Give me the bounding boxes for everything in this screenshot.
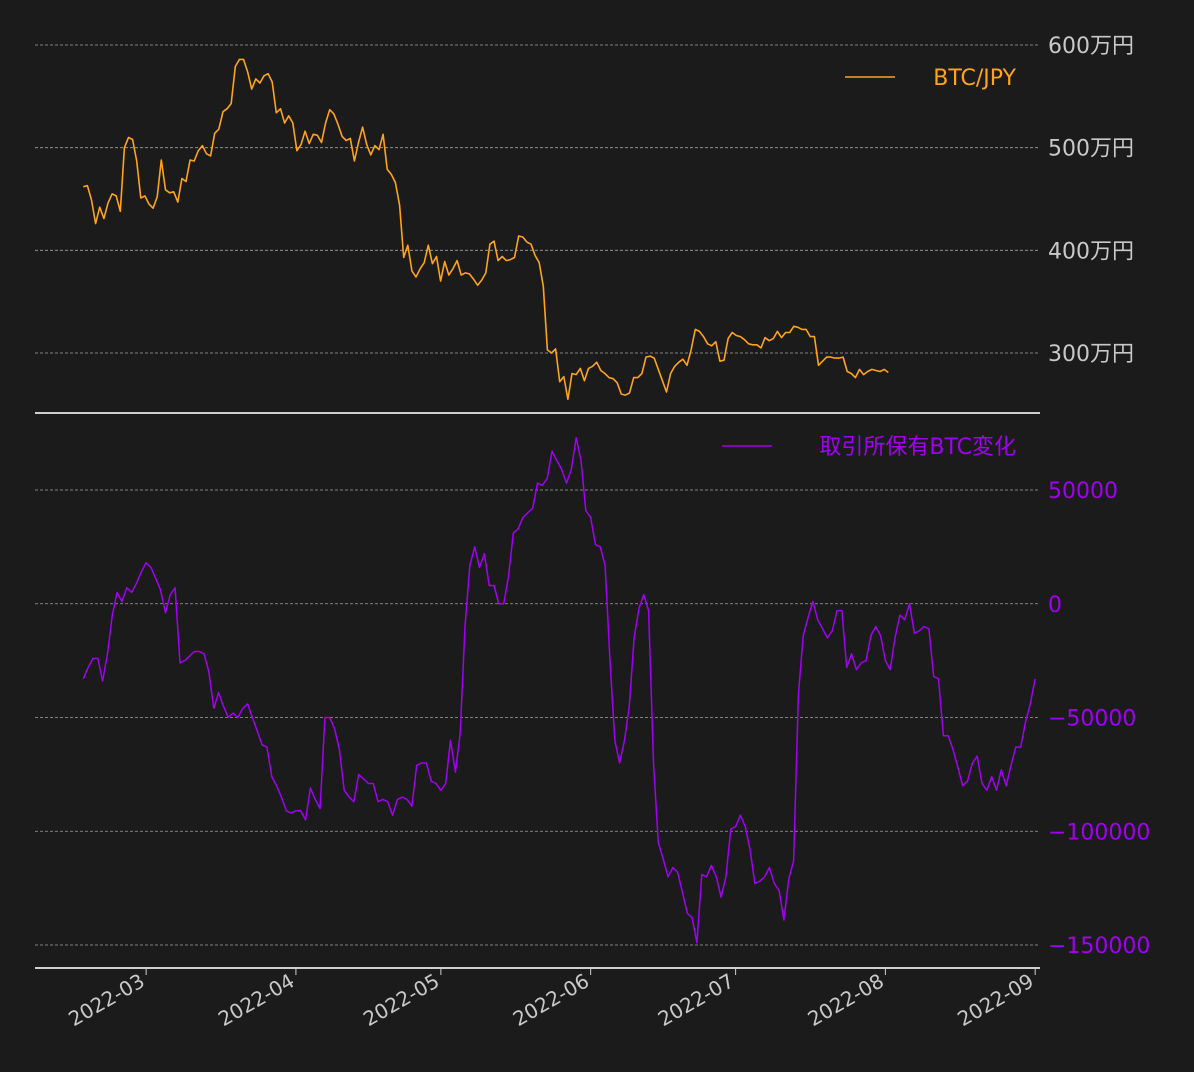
bottom-legend: 取引所保有BTC変化 — [722, 435, 1016, 460]
btc-jpy-line — [83, 58, 889, 401]
y-tick-label: 400万円 — [1048, 239, 1134, 264]
y-tick-label: 300万円 — [1048, 342, 1134, 367]
bottom-gridlines — [35, 489, 1040, 946]
top-legend: BTC/JPY — [845, 66, 1017, 91]
y-tick-label: 50000 — [1048, 479, 1118, 504]
y-tick-label: −50000 — [1048, 707, 1136, 732]
exchange-reserve-change-line — [82, 436, 1036, 944]
y-tick-label: 600万円 — [1048, 34, 1134, 59]
top-gridlines — [35, 44, 1040, 354]
y-tick-label: −150000 — [1048, 934, 1150, 959]
y-tick-label: −100000 — [1048, 820, 1150, 845]
legend-label-reserve: 取引所保有BTC変化 — [819, 435, 1016, 460]
top-panel: 300万円 400万円 500万円 600万円 BTC/JPY — [35, 34, 1134, 414]
top-y-tick-labels: 300万円 400万円 500万円 600万円 — [1048, 34, 1134, 367]
y-tick-label: 500万円 — [1048, 137, 1134, 162]
y-tick-label: 0 — [1048, 593, 1062, 618]
bottom-y-tick-labels: −150000 −100000 −50000 0 50000 — [1048, 479, 1150, 959]
legend-label-btc: BTC/JPY — [933, 66, 1016, 91]
